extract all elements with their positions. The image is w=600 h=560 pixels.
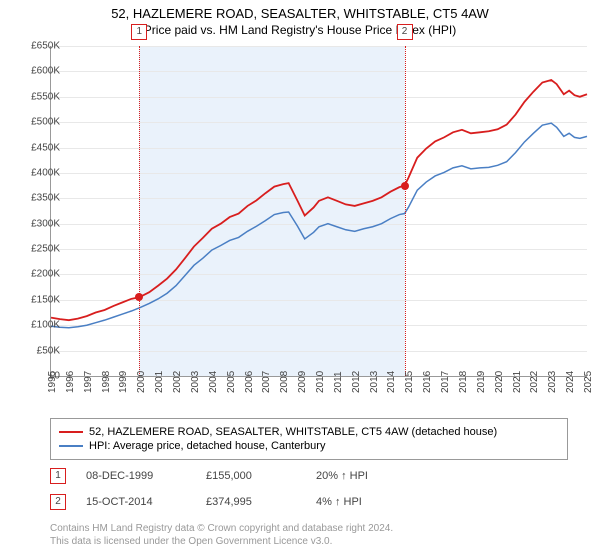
x-tick-label: 2019: [476, 371, 487, 393]
legend-row-property: 52, HAZLEMERE ROAD, SEASALTER, WHITSTABL…: [59, 425, 559, 439]
y-tick-label: £650K: [14, 41, 60, 52]
x-tick-label: 2025: [583, 371, 594, 393]
x-tick-label: 1999: [118, 371, 129, 393]
sale-date-1: 08-DEC-1999: [86, 470, 186, 482]
plot-area: 12 1995199619971998199920002001200220032…: [50, 46, 587, 377]
x-tick-label: 2003: [190, 371, 201, 393]
series-hpi: [51, 123, 587, 328]
y-tick-label: £300K: [14, 218, 60, 229]
chart-lines: [51, 46, 587, 376]
chart-container: 52, HAZLEMERE ROAD, SEASALTER, WHITSTABL…: [0, 0, 600, 560]
y-tick-label: £500K: [14, 117, 60, 128]
marker-vline: [139, 46, 140, 376]
x-tick-label: 2002: [172, 371, 183, 393]
x-tick-label: 2016: [422, 371, 433, 393]
x-tick-label: 2008: [279, 371, 290, 393]
legend-row-hpi: HPI: Average price, detached house, Cant…: [59, 439, 559, 453]
y-tick-label: £450K: [14, 142, 60, 153]
x-tick-label: 2011: [333, 371, 344, 393]
x-tick-label: 2023: [547, 371, 558, 393]
legend-swatch-hpi: [59, 445, 83, 447]
y-tick-label: £600K: [14, 66, 60, 77]
legend-label-property: 52, HAZLEMERE ROAD, SEASALTER, WHITSTABL…: [89, 426, 497, 438]
x-tick-label: 2007: [261, 371, 272, 393]
x-tick-label: 1997: [83, 371, 94, 393]
sale-price-1: £155,000: [206, 470, 296, 482]
footer-line-2: This data is licensed under the Open Gov…: [50, 535, 393, 548]
x-tick-label: 2022: [529, 371, 540, 393]
marker-box: 2: [397, 24, 413, 40]
y-tick-label: £0: [14, 371, 60, 382]
chart-title: 52, HAZLEMERE ROAD, SEASALTER, WHITSTABL…: [0, 0, 600, 23]
marker-dot: [401, 182, 409, 190]
x-tick-label: 2013: [369, 371, 380, 393]
legend-swatch-property: [59, 431, 83, 433]
marker-box: 1: [131, 24, 147, 40]
x-tick-label: 2010: [315, 371, 326, 393]
x-tick-label: 2000: [136, 371, 147, 393]
marker-vline: [405, 46, 406, 376]
x-tick-label: 1996: [65, 371, 76, 393]
x-tick-label: 2021: [512, 371, 523, 393]
x-tick-label: 2024: [565, 371, 576, 393]
sale-row-1: 1 08-DEC-1999 £155,000 20% ↑ HPI: [50, 468, 368, 484]
x-tick-label: 2018: [458, 371, 469, 393]
sale-delta-2: 4% ↑ HPI: [316, 496, 362, 508]
sale-marker-1: 1: [50, 468, 66, 484]
chart-subtitle: Price paid vs. HM Land Registry's House …: [0, 23, 600, 41]
y-tick-label: £50K: [14, 345, 60, 356]
footer-line-1: Contains HM Land Registry data © Crown c…: [50, 522, 393, 535]
x-tick-label: 2001: [154, 371, 165, 393]
x-tick-label: 2004: [208, 371, 219, 393]
x-tick-label: 2020: [494, 371, 505, 393]
sale-date-2: 15-OCT-2014: [86, 496, 186, 508]
y-tick-label: £350K: [14, 193, 60, 204]
x-tick-label: 2009: [297, 371, 308, 393]
sale-delta-1: 20% ↑ HPI: [316, 470, 368, 482]
sale-row-2: 2 15-OCT-2014 £374,995 4% ↑ HPI: [50, 494, 362, 510]
y-tick-label: £250K: [14, 244, 60, 255]
y-tick-label: £100K: [14, 320, 60, 331]
x-tick-label: 2017: [440, 371, 451, 393]
y-tick-label: £550K: [14, 91, 60, 102]
x-tick-label: 2014: [386, 371, 397, 393]
x-tick-label: 2006: [244, 371, 255, 393]
sale-price-2: £374,995: [206, 496, 296, 508]
marker-dot: [135, 293, 143, 301]
y-tick-label: £400K: [14, 167, 60, 178]
legend-label-hpi: HPI: Average price, detached house, Cant…: [89, 440, 325, 452]
x-tick-label: 1998: [101, 371, 112, 393]
x-tick-label: 2012: [351, 371, 362, 393]
sale-marker-2: 2: [50, 494, 66, 510]
footer: Contains HM Land Registry data © Crown c…: [50, 522, 393, 548]
legend: 52, HAZLEMERE ROAD, SEASALTER, WHITSTABL…: [50, 418, 568, 460]
y-tick-label: £150K: [14, 294, 60, 305]
x-tick-label: 2015: [404, 371, 415, 393]
x-tick-label: 2005: [226, 371, 237, 393]
y-tick-label: £200K: [14, 269, 60, 280]
series-property: [51, 80, 587, 320]
